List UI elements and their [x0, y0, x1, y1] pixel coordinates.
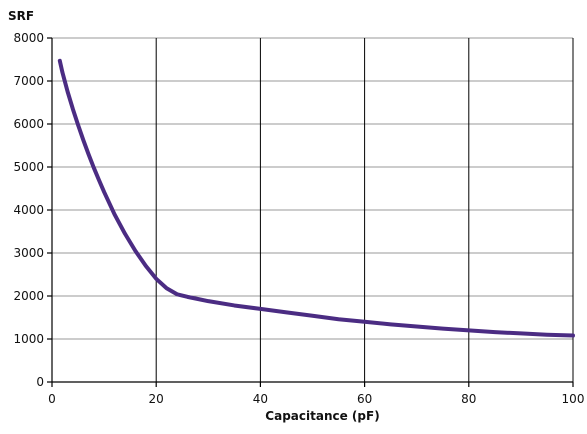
data-point-0-1: [62, 72, 63, 73]
y-tick-label-5000: 5000: [13, 160, 44, 174]
data-point-0-20: [234, 305, 235, 306]
data-point-0-29: [468, 330, 469, 331]
data-point-0-17: [187, 296, 188, 297]
x-tick-label-20: 20: [149, 392, 164, 406]
data-point-0-16: [177, 294, 178, 295]
data-point-0-10: [114, 214, 115, 215]
data-point-0-7: [93, 167, 94, 168]
data-point-0-27: [416, 326, 417, 327]
x-tick-label-60: 60: [357, 392, 372, 406]
data-point-0-25: [364, 321, 365, 322]
y-tick-label-3000: 3000: [13, 246, 44, 260]
data-point-0-11: [124, 233, 125, 234]
y-axis-title: SRF: [8, 9, 34, 23]
tick-layer: 0 1000 2000 3000 4000 5000 6000 7000 8000 0 20 40 60…: [13, 31, 584, 406]
x-tick-label-100: 100: [562, 392, 585, 406]
data-point-0-22: [286, 312, 287, 313]
data-point-0-30: [494, 332, 495, 333]
data-point-0-18: [197, 299, 198, 300]
series-line-0: [57, 58, 575, 338]
series-layer: [57, 58, 575, 338]
x-tick-label-0: 0: [48, 392, 56, 406]
y-tick-label-0: 0: [36, 375, 44, 389]
x-tick-label-80: 80: [461, 392, 476, 406]
data-point-0-13: [145, 265, 146, 266]
y-tick-label-7000: 7000: [13, 74, 44, 88]
data-point-0-24: [338, 319, 339, 320]
data-point-0-26: [390, 324, 391, 325]
data-point-0-33: [573, 335, 574, 336]
data-point-0-3: [72, 108, 73, 109]
x-tick-label-40: 40: [253, 392, 268, 406]
y-tick-label-1000: 1000: [13, 332, 44, 346]
data-point-0-9: [104, 191, 105, 192]
data-point-0-6: [88, 154, 89, 155]
data-point-0-15: [166, 288, 167, 289]
data-point-0-2: [67, 91, 68, 92]
data-point-0-31: [520, 333, 521, 334]
data-point-0-32: [546, 334, 547, 335]
y-tick-label-8000: 8000: [13, 31, 44, 45]
y-tick-label-6000: 6000: [13, 117, 44, 131]
data-point-0-21: [260, 308, 261, 309]
data-point-0-0: [59, 60, 60, 61]
data-point-0-14: [156, 278, 157, 279]
data-point-0-4: [78, 124, 79, 125]
data-point-0-23: [312, 315, 313, 316]
data-point-0-19: [208, 301, 209, 302]
data-point-0-28: [442, 328, 443, 329]
data-point-0-5: [83, 139, 84, 140]
x-axis-title: Capacitance (pF): [265, 409, 379, 423]
data-point-0-12: [135, 250, 136, 251]
y-tick-label-4000: 4000: [13, 203, 44, 217]
data-point-0-8: [98, 179, 99, 180]
y-tick-label-2000: 2000: [13, 289, 44, 303]
